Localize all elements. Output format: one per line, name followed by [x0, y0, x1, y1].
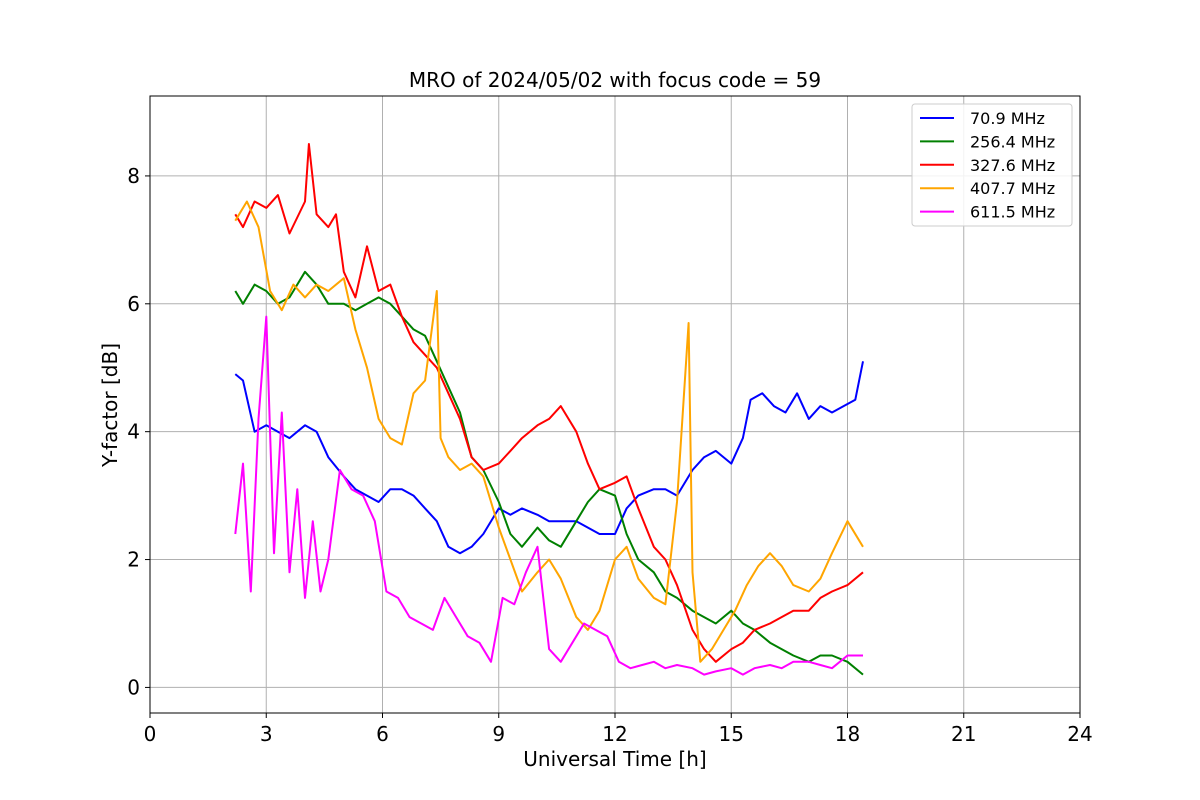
- legend: 70.9 MHz 256.4 MHz 327.6 MHz 407.7 MHz 611.5…: [911, 103, 1073, 227]
- y-tick-label: 2: [127, 548, 140, 572]
- y-tick-label: 8: [127, 164, 140, 188]
- y-tick-label: 4: [127, 420, 140, 444]
- legend-label: 327.6 MHz: [970, 156, 1055, 175]
- x-tick-label: 9: [492, 722, 505, 746]
- y-tick-label: 6: [127, 292, 140, 316]
- series-lines: [234, 143, 864, 676]
- series-line-1: [234, 270, 864, 676]
- x-tick-label: 24: [1067, 722, 1092, 746]
- legend-label: 407.7 MHz: [970, 179, 1055, 198]
- x-tick-label: 0: [144, 722, 157, 746]
- series-line-4: [234, 315, 863, 676]
- x-tick-label: 12: [602, 722, 627, 746]
- x-tick-label: 18: [835, 722, 860, 746]
- x-tick-label: 3: [260, 722, 273, 746]
- legend-box: [911, 103, 1073, 227]
- x-tick-label: 21: [951, 722, 976, 746]
- y-tick-label: 0: [127, 675, 140, 699]
- series-line-0: [234, 361, 864, 555]
- legend-label: 70.9 MHz: [970, 109, 1045, 128]
- legend-label: 611.5 MHz: [970, 203, 1055, 222]
- chart-title: MRO of 2024/05/02 with focus code = 59: [409, 68, 821, 92]
- x-tick-label: 6: [376, 722, 389, 746]
- x-tick-label: 15: [719, 722, 744, 746]
- series-line-2: [234, 143, 864, 663]
- x-axis-label: Universal Time [h]: [523, 747, 706, 771]
- series-line-3: [234, 200, 864, 663]
- legend-label: 256.4 MHz: [970, 132, 1055, 151]
- y-axis-label: Y-factor [dB]: [98, 343, 122, 468]
